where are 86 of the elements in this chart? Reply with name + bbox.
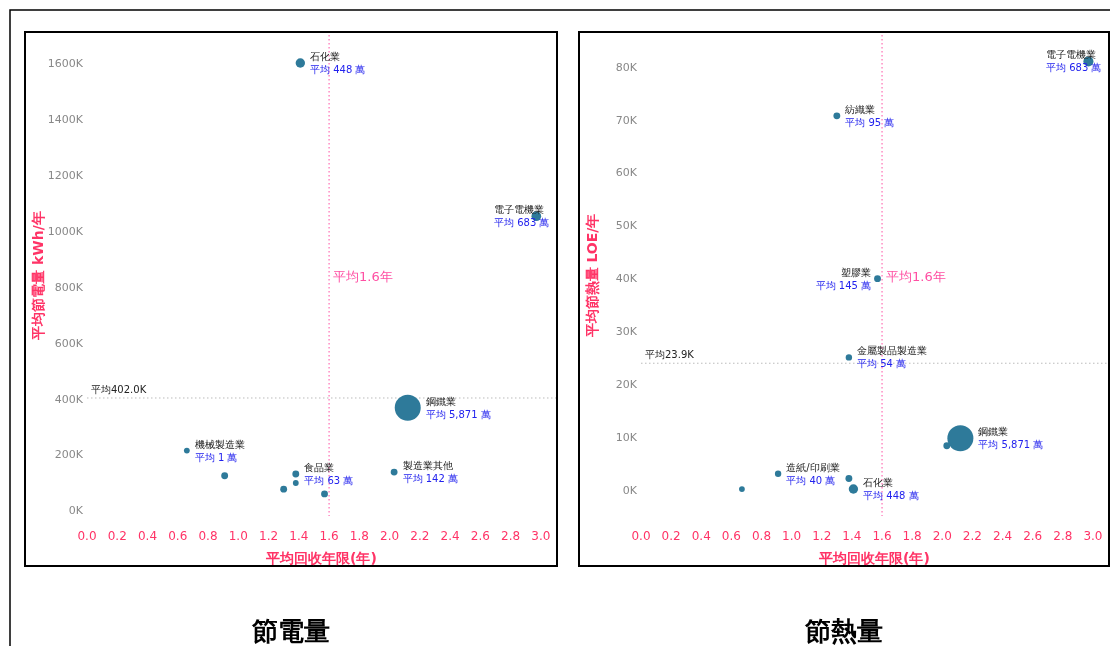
y-tick-label: 1000K bbox=[47, 224, 84, 238]
x-tick-label: 2.0 bbox=[380, 529, 400, 543]
y-tick-label: 800K bbox=[54, 280, 84, 294]
y-tick-label: 0K bbox=[68, 504, 84, 518]
annotation: 平均 95 萬 bbox=[845, 116, 895, 128]
annotation: 平均 63 萬 bbox=[304, 475, 354, 487]
x-tick-label: 1.8 bbox=[902, 529, 922, 543]
x-tick-label: 2.2 bbox=[962, 529, 982, 543]
annotation: 石化業 bbox=[863, 477, 894, 489]
annotation: 機械製造業 bbox=[194, 438, 245, 450]
y-tick-label: 70K bbox=[615, 113, 638, 127]
annotation: 平均 5,871 萬 bbox=[425, 408, 491, 420]
x-tick-label: 0.8 bbox=[751, 529, 772, 543]
x-tick-label: 0.2 bbox=[107, 529, 127, 543]
y-tick-label: 1200K bbox=[47, 168, 84, 182]
annotation: 平均 683 萬 bbox=[494, 217, 550, 229]
x-tick-label: 1.0 bbox=[782, 529, 802, 543]
x-tick-label: 1.0 bbox=[228, 529, 248, 543]
y-axis-title: 平均節熱量 LOE/年 bbox=[584, 213, 600, 339]
annotation: 平均 142 萬 bbox=[402, 473, 459, 485]
annotation: 平均 683 萬 bbox=[1046, 62, 1102, 74]
annotation: 平均 54 萬 bbox=[857, 358, 907, 370]
x-tick-label: 0.2 bbox=[661, 529, 681, 543]
annotation: 造紙/印刷業 bbox=[786, 461, 840, 473]
x-tick-label: 1.8 bbox=[349, 529, 369, 543]
x-tick-label: 0.6 bbox=[168, 529, 188, 543]
x-tick-label: 0.4 bbox=[137, 529, 158, 543]
annotation: 食品業 bbox=[304, 462, 335, 474]
x-tick-label: 0.6 bbox=[721, 529, 741, 543]
annotation: 平均 40 萬 bbox=[786, 474, 836, 486]
x-tick-label: 0.8 bbox=[198, 529, 218, 543]
annotation: 石化業 bbox=[310, 50, 341, 62]
annotation: 鋼鐵業 bbox=[978, 426, 1009, 438]
y-tick-label: 1600K bbox=[47, 56, 84, 70]
y-tick-label: 60K bbox=[615, 166, 638, 180]
x-tick-label: 2.2 bbox=[410, 529, 430, 543]
y-axis-title: 平均節電量 kWh/年 bbox=[30, 211, 46, 341]
x-tick-label: 2.4 bbox=[993, 529, 1013, 543]
x-axis-title: 平均回收年限(年) bbox=[265, 550, 377, 566]
x-tick-label: 3.0 bbox=[531, 529, 551, 543]
x-tick-label: 2.0 bbox=[932, 529, 952, 543]
annotation: 平均 5,871 萬 bbox=[978, 439, 1044, 451]
x-tick-label: 0.0 bbox=[77, 529, 97, 543]
x-tick-label: 1.4 bbox=[289, 529, 309, 543]
ref-line-label: 平均1.6年 bbox=[333, 268, 393, 284]
x-tick-label: 2.6 bbox=[1023, 529, 1043, 543]
y-tick-label: 20K bbox=[615, 377, 638, 391]
x-tick-label: 1.2 bbox=[259, 529, 279, 543]
annotation: 平均 145 萬 bbox=[815, 279, 872, 291]
ref-line-label: 平均1.6年 bbox=[886, 268, 946, 284]
annotation: 紡織業 bbox=[845, 103, 876, 115]
x-tick-label: 2.8 bbox=[1053, 529, 1073, 543]
x-tick-label: 2.8 bbox=[501, 529, 521, 543]
annotation: 電子電機業 bbox=[1046, 49, 1096, 61]
annotation: 製造業其他 bbox=[402, 460, 453, 472]
text: 節電量 bbox=[251, 616, 330, 646]
y-tick-label: 0K bbox=[622, 483, 638, 497]
y-tick-label: 1400K bbox=[47, 112, 84, 126]
annotation: 金屬製品製造業 bbox=[857, 345, 928, 357]
ref-line-label: 平均23.9K bbox=[645, 349, 695, 361]
y-tick-label: 80K bbox=[615, 60, 638, 74]
text: 節熱量 bbox=[804, 616, 883, 646]
x-tick-label: 2.6 bbox=[470, 529, 490, 543]
x-tick-label: 0.0 bbox=[631, 529, 651, 543]
y-tick-label: 10K bbox=[615, 430, 638, 444]
annotation: 平均 1 萬 bbox=[194, 451, 238, 463]
x-tick-label: 1.6 bbox=[319, 529, 339, 543]
x-tick-label: 1.2 bbox=[812, 529, 832, 543]
annotation: 平均 448 萬 bbox=[863, 490, 919, 502]
annotation: 平均 448 萬 bbox=[310, 63, 366, 75]
x-tick-label: 2.4 bbox=[440, 529, 460, 543]
annotation: 塑膠業 bbox=[841, 266, 872, 278]
y-tick-label: 50K bbox=[615, 219, 638, 233]
y-tick-label: 30K bbox=[615, 325, 638, 338]
y-tick-label: 600K bbox=[54, 336, 84, 350]
y-tick-label: 400K bbox=[54, 392, 84, 406]
x-axis-title: 平均回收年限(年) bbox=[818, 550, 930, 566]
y-tick-label: 200K bbox=[54, 448, 84, 462]
x-tick-label: 1.6 bbox=[872, 529, 892, 543]
annotation: 鋼鐵業 bbox=[425, 395, 456, 407]
ref-line-label: 平均402.0K bbox=[91, 383, 147, 395]
x-tick-label: 3.0 bbox=[1083, 529, 1103, 543]
annotation: 電子電機業 bbox=[494, 204, 544, 216]
x-tick-label: 1.4 bbox=[842, 529, 862, 543]
x-tick-label: 0.4 bbox=[691, 529, 711, 543]
y-tick-label: 40K bbox=[615, 272, 638, 286]
